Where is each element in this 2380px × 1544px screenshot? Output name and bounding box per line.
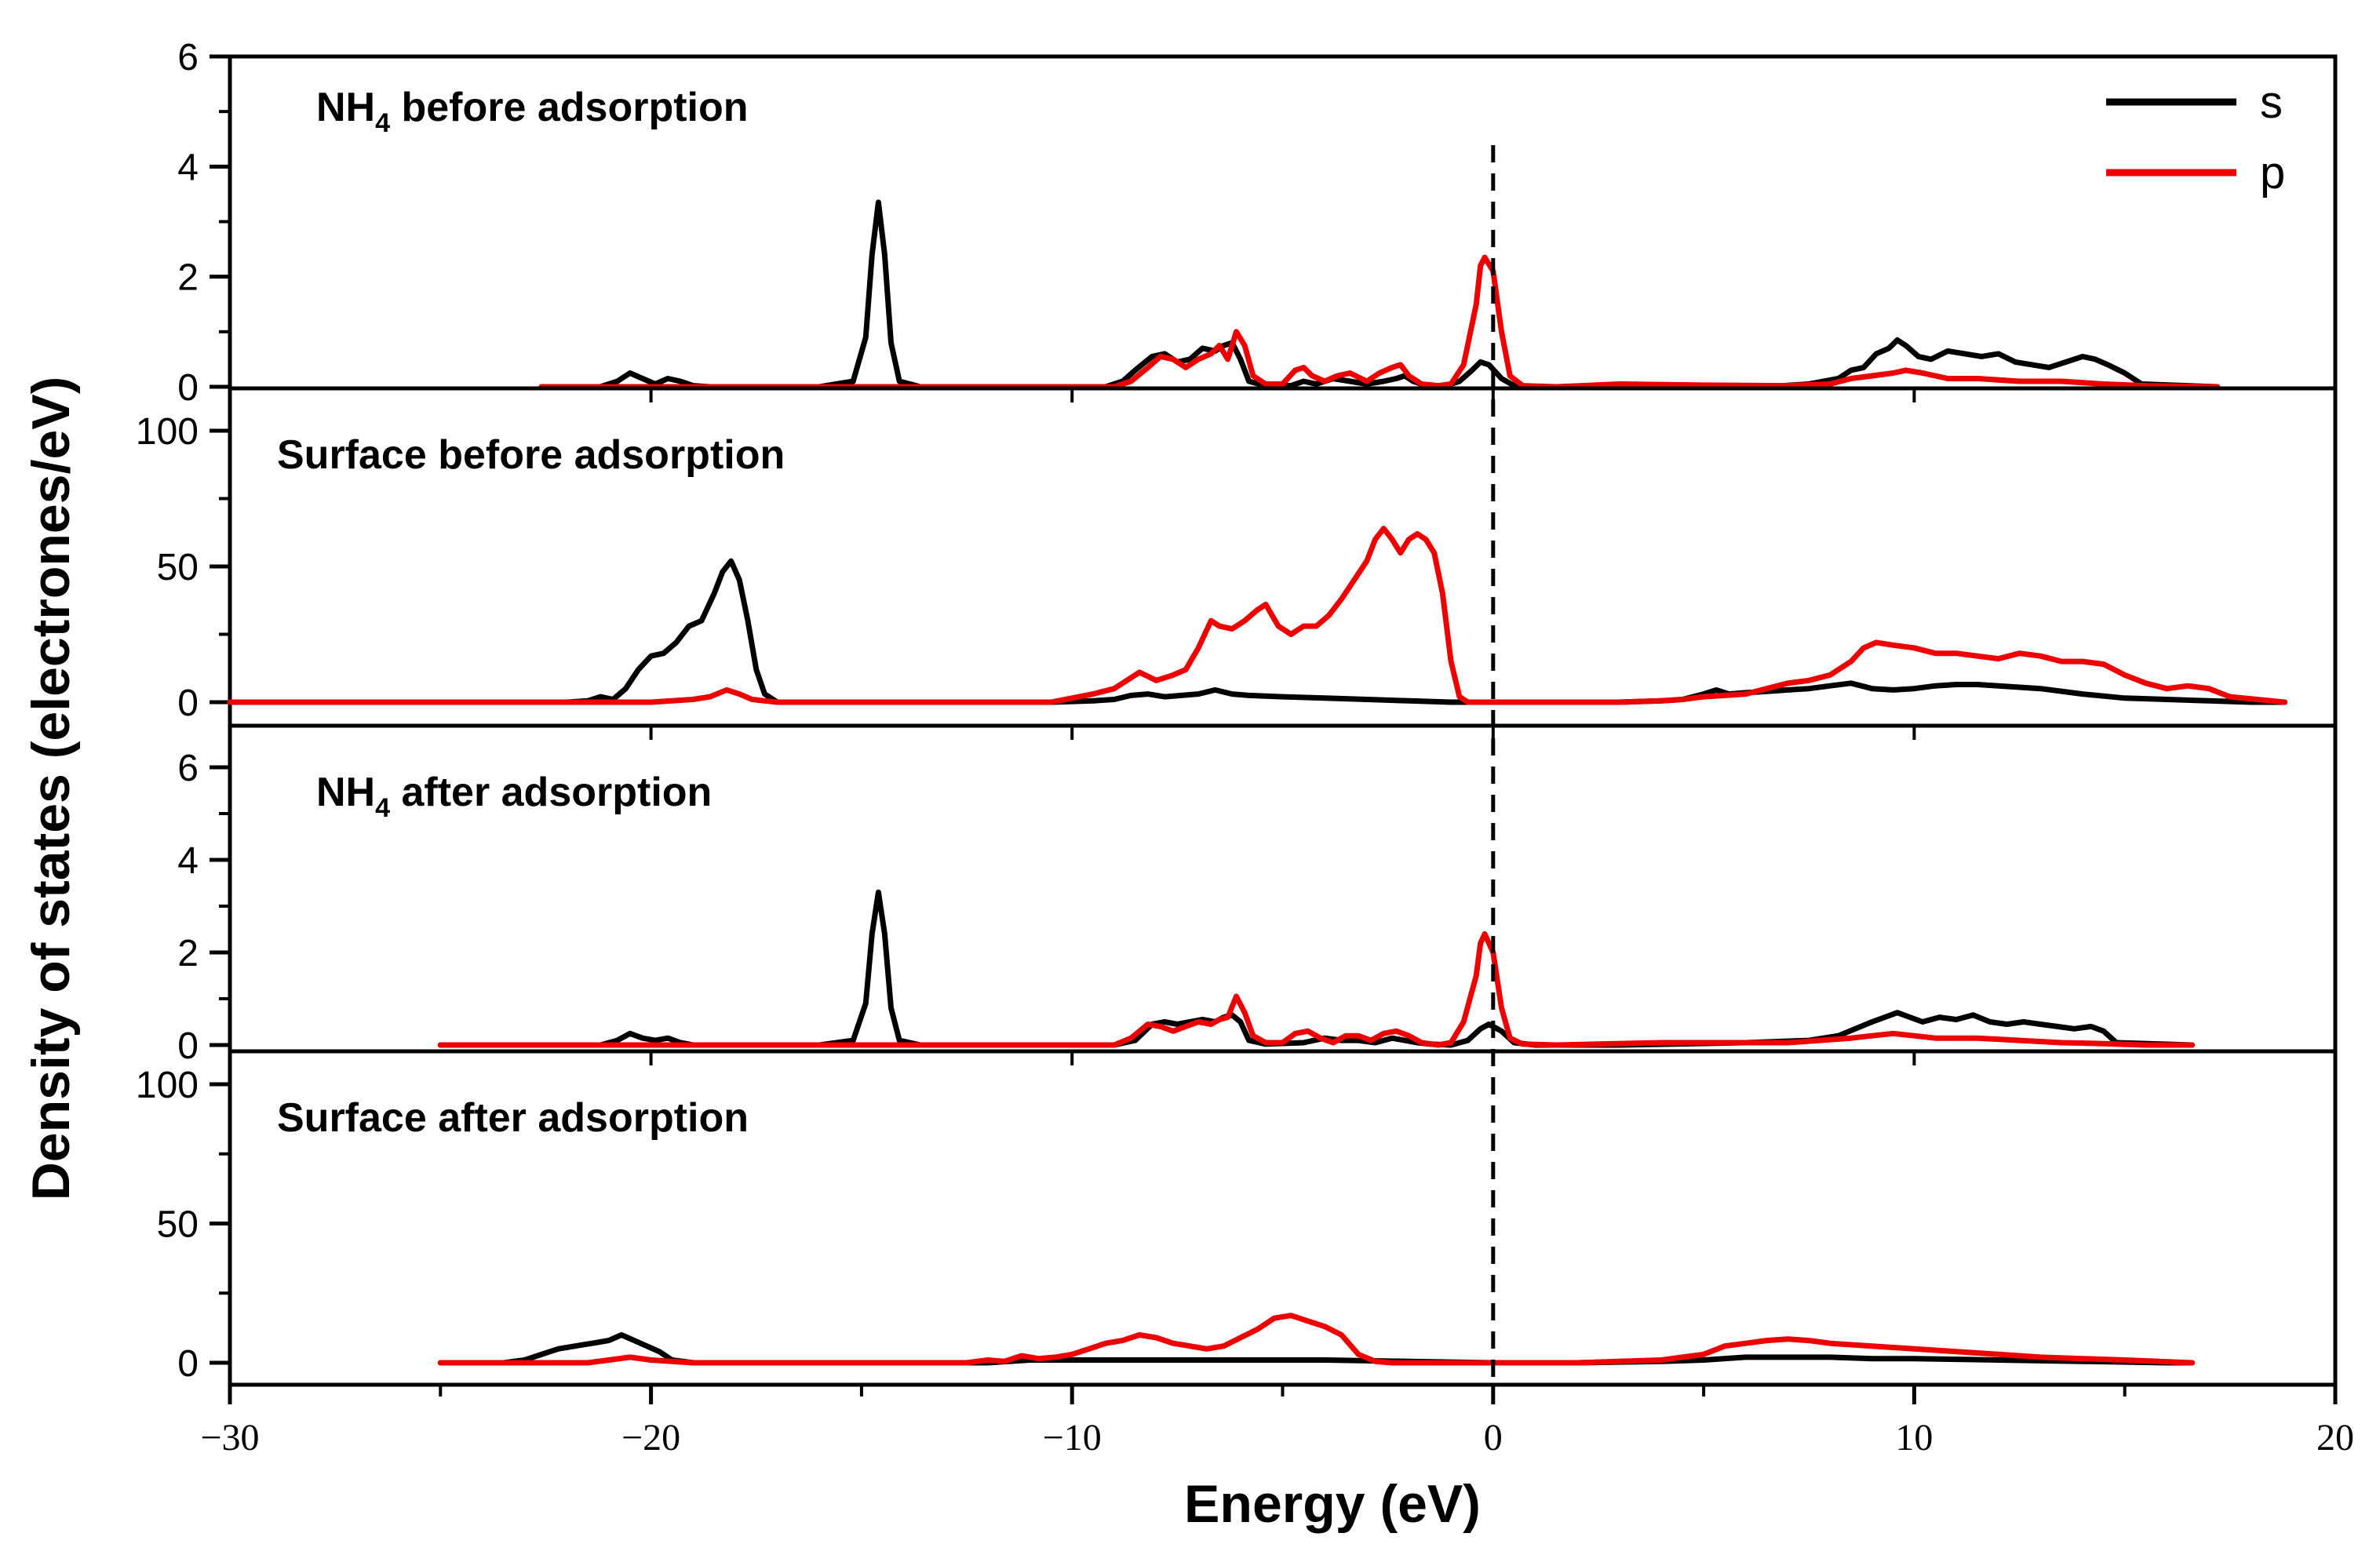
y-tick-label: 100 [136,1065,199,1106]
y-tick-label: 50 [157,547,199,588]
panel-2: 0 50 100 Surface before adsorption [136,386,2338,728]
panel-3: 0 2 4 6 NH4 after adsorption [177,723,2338,1067]
x-tick-label: −10 [1043,1417,1102,1458]
y-tick-label: 6 [177,37,199,78]
y-tick-label: 50 [157,1204,199,1246]
series-s-line [437,1332,2196,1366]
y-tick-label: 100 [136,411,199,453]
panel-title: NH4 before adsorption [316,85,749,138]
y-tick-label: 0 [177,1343,199,1385]
y-tick-label: 4 [177,147,199,188]
y-tick-label: 6 [177,748,199,789]
y-tick-label: 2 [177,257,199,299]
series-p-line [227,526,2288,705]
y-axis-title: Density of states (electrones/eV) [21,377,81,1201]
y-tick-label: 4 [177,840,199,882]
series-s-line [538,199,2221,390]
legend-p-label: p [2260,147,2285,198]
series-s-line [227,558,2288,705]
panel-4: 0 50 100 Surface after adsorption [136,1049,2338,1387]
series-s-line [437,889,2196,1048]
x-tick-label: 10 [1895,1417,1933,1458]
legend: sp [2106,77,2285,198]
panel-title: NH4 after adsorption [316,770,712,823]
panel-1: 0 2 4 6 NH4 before adsorption [177,37,2338,409]
panel-title: Surface before adsorption [277,432,785,478]
x-tick-label: 20 [2316,1417,2354,1458]
y-tick-label: 0 [177,683,199,724]
x-tick-label: −30 [200,1417,259,1458]
series-p-line [437,930,2196,1048]
x-axis: −30 −20 −10 0 10 20 [200,388,2354,1458]
x-tick-label: −20 [621,1417,680,1458]
y-tick-label: 0 [177,367,199,409]
series-p-line [538,254,2221,390]
x-tick-label: 0 [1484,1417,1503,1458]
y-tick-label: 2 [177,933,199,974]
series-p-line [437,1313,2196,1366]
dos-panels: 0 2 4 6 NH4 before adsorption 0 50 100 Surface b… [136,37,2338,1387]
panel-title: Surface after adsorption [277,1095,749,1141]
legend-s-label: s [2260,77,2283,128]
x-axis-title: Energy (eV) [1184,1474,1481,1534]
y-tick-label: 0 [177,1025,199,1067]
